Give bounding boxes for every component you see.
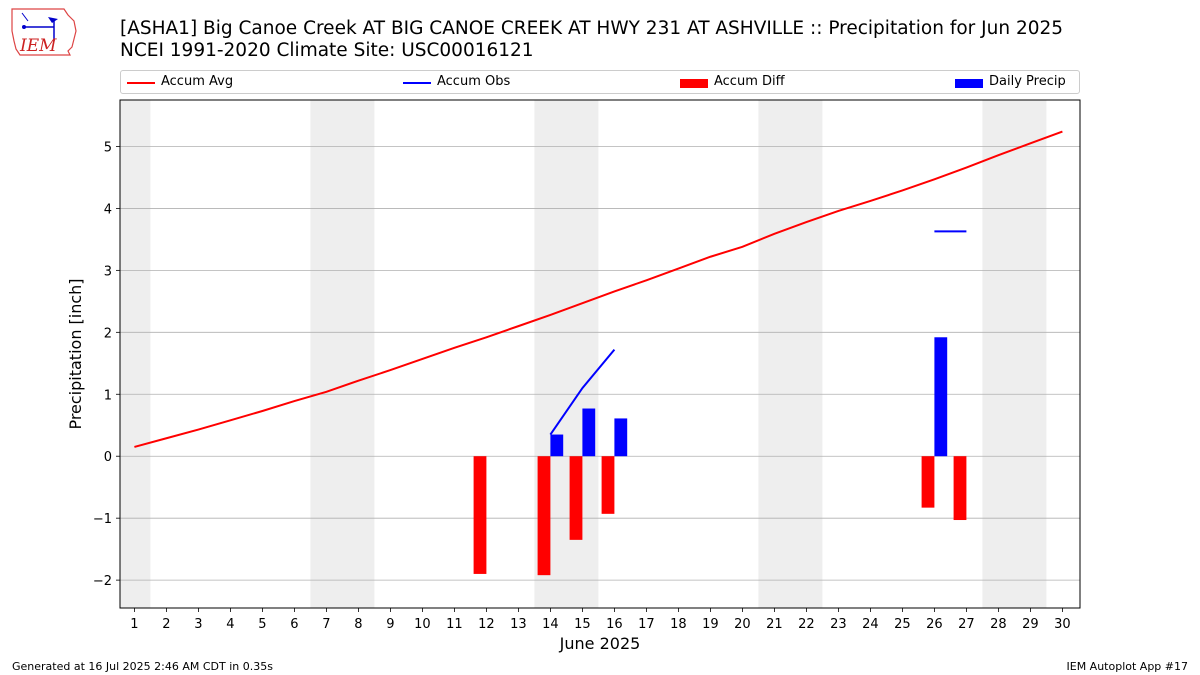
accum-diff-bar bbox=[537, 456, 551, 576]
legend-label: Accum Diff bbox=[714, 74, 785, 89]
x-tick-label: 21 bbox=[766, 617, 783, 632]
y-tick-label: −1 bbox=[93, 512, 112, 527]
app-credit: IEM Autoplot App #17 bbox=[1066, 660, 1189, 673]
x-tick-label: 24 bbox=[862, 617, 879, 632]
x-tick-label: 2 bbox=[162, 617, 170, 632]
daily-precip-bar bbox=[614, 418, 628, 457]
x-tick-label: 3 bbox=[194, 617, 202, 632]
x-tick-label: 25 bbox=[894, 617, 911, 632]
y-tick-label: 1 bbox=[104, 388, 112, 403]
legend-label: Daily Precip bbox=[989, 74, 1066, 89]
daily-precip-bar bbox=[550, 434, 564, 457]
y-axis-label: Precipitation [inch] bbox=[66, 278, 85, 429]
weekend-band bbox=[120, 100, 151, 608]
chart-title: [ASHA1] Big Canoe Creek AT BIG CANOE CRE… bbox=[120, 18, 1064, 39]
x-tick-label: 5 bbox=[258, 617, 266, 632]
y-tick-label: 4 bbox=[104, 202, 112, 217]
x-tick-label: 11 bbox=[446, 617, 463, 632]
chart-legend: Accum Avg Accum Obs Accum Diff Daily Pre… bbox=[120, 70, 1080, 94]
y-tick-label: −2 bbox=[93, 574, 112, 589]
x-tick-label: 14 bbox=[542, 617, 559, 632]
x-tick-label: 9 bbox=[386, 617, 394, 632]
x-tick-label: 6 bbox=[290, 617, 298, 632]
x-tick-label: 22 bbox=[798, 617, 815, 632]
x-tick-label: 4 bbox=[226, 617, 234, 632]
accum-diff-bar bbox=[921, 456, 935, 508]
accum-obs-line bbox=[549, 349, 616, 436]
x-tick-label: 20 bbox=[734, 617, 751, 632]
accum-diff-bar bbox=[953, 456, 967, 521]
iem-logo: IEM bbox=[8, 5, 82, 63]
weekend-band bbox=[982, 100, 1047, 608]
accum-diff-bar bbox=[473, 456, 487, 574]
generated-timestamp: Generated at 16 Jul 2025 2:46 AM CDT in … bbox=[12, 660, 273, 673]
x-tick-label: 7 bbox=[322, 617, 330, 632]
x-tick-label: 28 bbox=[990, 617, 1007, 632]
y-tick-label: 2 bbox=[104, 326, 112, 341]
daily-precip-bar bbox=[934, 337, 948, 457]
weekend-band bbox=[758, 100, 823, 608]
x-tick-label: 15 bbox=[574, 617, 591, 632]
x-tick-label: 10 bbox=[414, 617, 431, 632]
x-tick-label: 29 bbox=[1022, 617, 1039, 632]
x-tick-label: 17 bbox=[638, 617, 655, 632]
y-tick-label: 5 bbox=[104, 140, 112, 155]
x-axis-label: June 2025 bbox=[559, 634, 641, 653]
accum-diff-bar bbox=[569, 456, 583, 540]
x-tick-label: 1 bbox=[130, 617, 138, 632]
x-tick-label: 13 bbox=[510, 617, 527, 632]
legend-label: Accum Obs bbox=[437, 74, 511, 89]
accum-avg-line bbox=[134, 130, 1063, 448]
x-tick-label: 19 bbox=[702, 617, 719, 632]
x-tick-label: 30 bbox=[1054, 617, 1071, 632]
weekend-band bbox=[310, 100, 375, 608]
x-tick-label: 16 bbox=[606, 617, 623, 632]
logo-text: IEM bbox=[19, 36, 57, 56]
x-tick-label: 27 bbox=[958, 617, 975, 632]
x-tick-label: 18 bbox=[670, 617, 687, 632]
daily-precip-bar bbox=[582, 408, 596, 457]
x-tick-label: 26 bbox=[926, 617, 943, 632]
y-tick-label: 3 bbox=[104, 264, 112, 279]
legend-label: Accum Avg bbox=[161, 74, 234, 89]
x-tick-label: 8 bbox=[354, 617, 362, 632]
x-tick-label: 12 bbox=[478, 617, 495, 632]
chart-subtitle: NCEI 1991-2020 Climate Site: USC00016121 bbox=[120, 40, 534, 61]
y-tick-label: 0 bbox=[104, 450, 112, 465]
accum-diff-bar bbox=[601, 456, 615, 514]
plot-frame bbox=[119, 99, 1081, 609]
x-tick-label: 23 bbox=[830, 617, 847, 632]
